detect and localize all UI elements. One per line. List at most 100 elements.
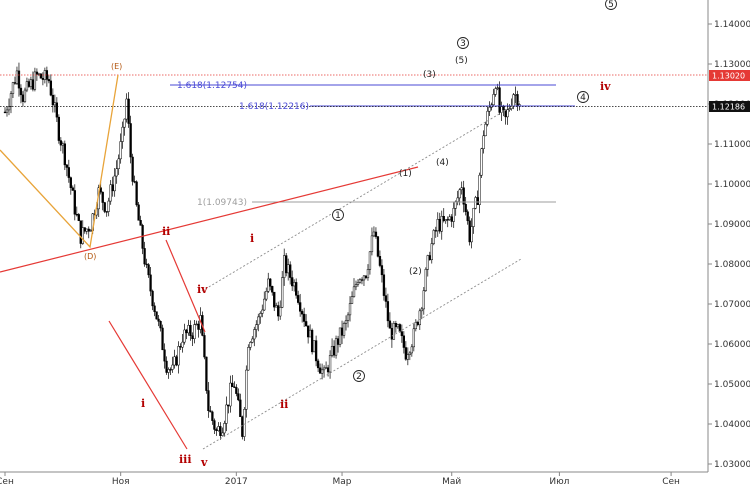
candle-body xyxy=(299,302,302,312)
candle-body xyxy=(47,79,51,82)
candle-body xyxy=(257,316,260,325)
wave-label-roman-iv-lower: iv xyxy=(197,283,208,296)
candle-body xyxy=(342,323,346,336)
candle-body xyxy=(324,367,328,369)
candle-body xyxy=(480,148,483,176)
candle-body xyxy=(235,387,238,394)
candle-body xyxy=(306,325,310,338)
candle-body xyxy=(336,338,340,345)
candle-body xyxy=(195,323,198,326)
candle-body xyxy=(33,71,37,90)
candle-body xyxy=(205,356,208,391)
candle-body xyxy=(159,321,162,329)
candle-body xyxy=(392,323,396,340)
candle-body xyxy=(49,80,53,96)
candle-body xyxy=(161,327,164,351)
candle-body xyxy=(308,329,312,338)
candle-body xyxy=(191,335,194,340)
candle-body xyxy=(249,342,252,348)
candle-body xyxy=(498,87,501,113)
x-tick-label: Май xyxy=(442,477,461,487)
wedge-lower xyxy=(108,320,188,450)
channel-upper xyxy=(201,100,522,292)
candle-body xyxy=(79,220,82,244)
candle-body xyxy=(462,187,465,205)
candle-body xyxy=(169,369,172,371)
candle-body xyxy=(358,279,362,283)
candle-body xyxy=(107,200,110,212)
candle-body xyxy=(269,278,272,287)
candle-body xyxy=(103,202,106,212)
candle-body xyxy=(17,70,21,89)
fib-label-3: 1(1.09743) xyxy=(197,198,247,208)
candle-body xyxy=(133,181,136,183)
candle-body xyxy=(322,367,326,371)
wedge-upper xyxy=(165,239,206,333)
candle-body xyxy=(69,177,72,189)
candle-body xyxy=(57,116,60,141)
candle-body xyxy=(422,290,425,310)
candle-body xyxy=(408,352,411,355)
triangle-wave xyxy=(0,74,119,249)
candle-body xyxy=(356,282,360,285)
candle-body xyxy=(346,314,350,321)
candle-body xyxy=(380,265,384,276)
candle-body xyxy=(293,282,296,287)
candle-body xyxy=(39,73,43,79)
candle-body xyxy=(111,184,114,192)
wave-circle-4 xyxy=(577,91,589,103)
candle-body xyxy=(229,382,232,407)
candle-body xyxy=(15,70,19,84)
candle-body xyxy=(183,329,186,343)
candle-body xyxy=(3,111,7,114)
candle-body xyxy=(326,367,330,373)
candle-body xyxy=(438,219,441,232)
candle-body xyxy=(275,305,278,308)
candle-body xyxy=(9,93,13,107)
x-tick-label: Мар xyxy=(333,477,352,487)
candle-body xyxy=(496,87,499,89)
candle-body xyxy=(283,255,286,278)
candle-body xyxy=(203,335,206,358)
candle-body xyxy=(23,89,27,102)
candle-body xyxy=(163,349,166,362)
candle-body xyxy=(245,369,248,410)
candle-body xyxy=(129,123,132,158)
candle-body xyxy=(372,231,376,237)
candle-body xyxy=(285,255,288,274)
candle-body xyxy=(19,87,23,96)
candle-body xyxy=(488,106,491,112)
wave-label-roman-i-left: i xyxy=(141,397,145,410)
candle-body xyxy=(135,181,138,206)
candle-body xyxy=(151,290,154,307)
candle-body xyxy=(414,322,417,330)
candle-body xyxy=(243,409,246,437)
y-tick-label: 1.09000 xyxy=(714,220,750,230)
candle-body xyxy=(398,324,402,332)
wave-circle-3 xyxy=(457,37,469,49)
candle-body xyxy=(83,227,86,232)
candle-body xyxy=(394,323,398,328)
candle-body xyxy=(51,94,55,106)
candle-body xyxy=(181,341,184,348)
candle-body xyxy=(340,327,344,336)
candle-body xyxy=(440,216,443,232)
candle-body xyxy=(143,248,146,265)
candle-body xyxy=(448,216,451,220)
candle-body xyxy=(344,320,348,324)
candle-body xyxy=(145,263,148,266)
wave-label-circled-1: 1 xyxy=(335,211,341,221)
candle-body xyxy=(450,216,453,222)
candle-body xyxy=(300,311,304,315)
wave-label-roman-iii: iii xyxy=(179,453,192,466)
candle-body xyxy=(13,82,17,84)
y-tick-label: 1.04000 xyxy=(714,420,750,430)
candle-body xyxy=(470,226,473,243)
candle-body xyxy=(73,190,76,215)
candle-body xyxy=(225,404,228,424)
candle-body xyxy=(516,94,519,107)
candle-body xyxy=(362,275,366,281)
candle-body xyxy=(209,410,212,413)
candle-body xyxy=(434,230,437,232)
candle-body xyxy=(360,279,364,281)
